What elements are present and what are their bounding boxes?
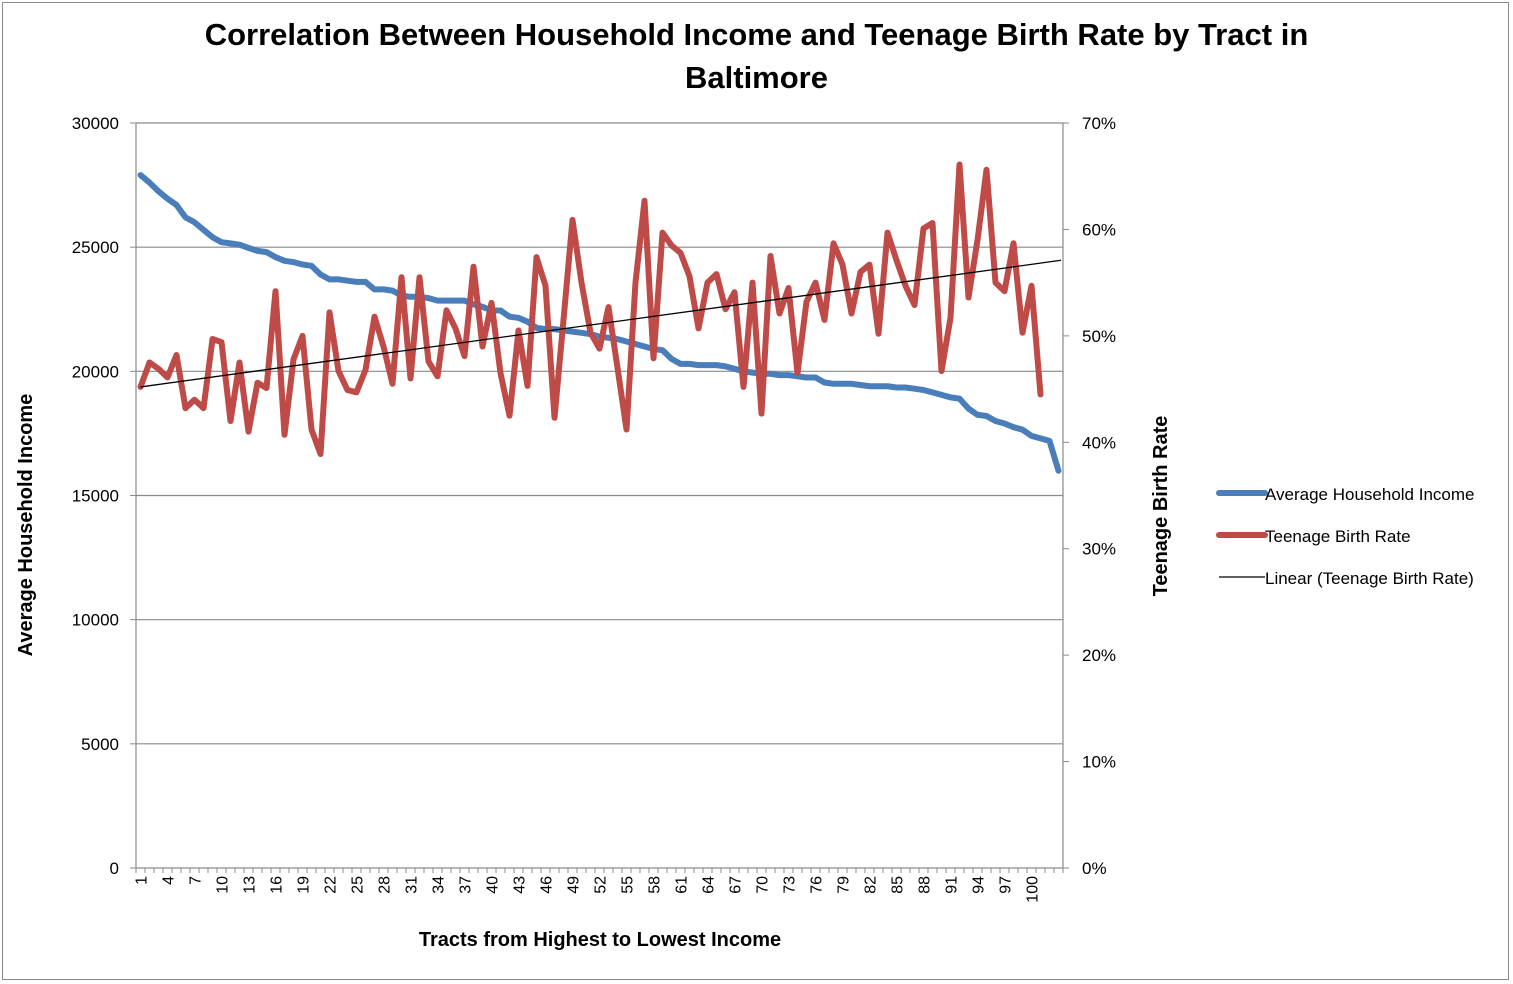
x-tick-label: 7 (188, 876, 205, 885)
x-tick-label: 55 (620, 876, 637, 894)
y2-tick-label: 20% (1082, 646, 1116, 665)
y-tick-label: 25000 (72, 238, 119, 257)
y2-axis-title: Teenage Birth Rate (1150, 416, 1172, 597)
chart-title: Correlation Between Household Income and… (3, 13, 1510, 99)
x-tick-label: 52 (593, 876, 610, 894)
y2-tick-label: 50% (1082, 327, 1116, 346)
y2-tick-label: 40% (1082, 433, 1116, 452)
chart-title-line-1: Correlation Between Household Income and… (204, 17, 1309, 52)
y-axis-title: Average Household Income (15, 394, 37, 657)
x-tick-label: 16 (269, 876, 286, 894)
x-tick-label: 58 (647, 876, 664, 894)
x-tick-label: 22 (323, 876, 340, 894)
y2-tick-label: 0% (1082, 859, 1107, 878)
series-lines (137, 161, 1062, 474)
x-tick-label: 34 (431, 876, 448, 894)
y-tick-label: 10000 (72, 611, 119, 630)
x-tick-label: 43 (512, 876, 529, 894)
chart-area: 0 5000 10000 15000 20000 25000 30000 0% 10% 20% 30… (15, 114, 1475, 951)
legend: Average Household Income Teenage Birth R… (1216, 485, 1475, 588)
x-tick-label: 91 (944, 876, 961, 894)
legend-label-linear-trend: Linear (Teenage Birth Rate) (1265, 569, 1474, 588)
x-tick-label: 46 (539, 876, 556, 894)
x-tick-label: 85 (890, 876, 907, 894)
y-tick-label: 5000 (81, 735, 119, 754)
y2-tick-label: 60% (1082, 220, 1116, 239)
x-tick-label: 88 (917, 876, 934, 894)
x-tick-label: 100 (1025, 876, 1042, 903)
x-tick-label: 76 (809, 876, 826, 894)
x-tick-label: 40 (485, 876, 502, 894)
legend-label-birth-rate: Teenage Birth Rate (1265, 527, 1411, 546)
x-tick-label: 19 (296, 876, 313, 894)
x-tick-label: 4 (161, 876, 178, 885)
x-tick-label: 67 (728, 876, 745, 894)
y2-tick-label: 10% (1082, 753, 1116, 772)
x-tick-label: 13 (242, 876, 259, 894)
x-tick-label: 25 (350, 876, 367, 894)
x-tick-label: 49 (566, 876, 583, 894)
y-tick-label: 20000 (72, 362, 119, 381)
axes (130, 122, 1069, 873)
trendline-birth-rate (140, 259, 1062, 388)
legend-label-income: Average Household Income (1265, 485, 1475, 504)
x-tick-label: 1 (134, 876, 151, 885)
x-tick-label: 64 (701, 876, 718, 894)
tick-labels: 0 5000 10000 15000 20000 25000 30000 0% 10% 20% 30… (72, 114, 1116, 903)
y-tick-label: 15000 (72, 487, 119, 506)
x-axis-title: Tracts from Highest to Lowest Income (419, 929, 781, 951)
x-tick-label: 37 (458, 876, 475, 894)
y2-tick-label: 70% (1082, 114, 1116, 133)
y-tick-label: 0 (110, 859, 119, 878)
x-tick-label: 97 (998, 876, 1015, 894)
x-tick-label: 94 (971, 876, 988, 894)
gridlines (136, 122, 1063, 745)
chart-title-line-2: Baltimore (685, 60, 828, 95)
y2-tick-label: 30% (1082, 540, 1116, 559)
x-tick-label: 31 (404, 876, 421, 894)
x-tick-label: 28 (377, 876, 394, 894)
series-line-birth-rate (137, 161, 1044, 457)
x-tick-label: 61 (674, 876, 691, 894)
x-tick-label: 73 (782, 876, 799, 894)
y-tick-label: 30000 (72, 114, 119, 133)
x-tick-label: 82 (863, 876, 880, 894)
x-tick-label: 10 (215, 876, 232, 894)
x-tick-label: 70 (755, 876, 772, 894)
x-tick-label: 79 (836, 876, 853, 894)
